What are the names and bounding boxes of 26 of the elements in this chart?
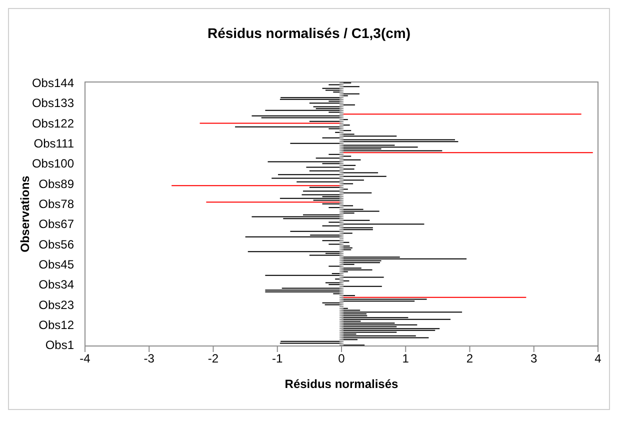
y-tick-label: Obs12 xyxy=(38,318,74,332)
x-tick-label: -4 xyxy=(80,352,91,366)
x-tick-label: -3 xyxy=(144,352,155,366)
y-tick-label: Obs133 xyxy=(32,96,74,110)
y-tick-label: Obs122 xyxy=(32,116,74,130)
x-tick-label: 4 xyxy=(594,352,602,366)
chart-title: Résidus normalisés / C1,3(cm) xyxy=(206,25,412,41)
y-tick-label: Obs45 xyxy=(38,257,74,272)
y-tick-label: Obs23 xyxy=(38,298,74,312)
y-axis-title: Observations xyxy=(18,176,32,252)
y-tick-label: Obs1 xyxy=(45,338,74,352)
x-tick-label: 3 xyxy=(530,352,538,366)
x-tick-label: 2 xyxy=(466,352,474,366)
y-tick-label: Obs111 xyxy=(34,136,74,150)
x-axis-title: Résidus normalisés xyxy=(284,377,399,391)
x-tick-label: -2 xyxy=(208,352,219,366)
y-tick-label: Obs56 xyxy=(38,237,74,252)
y-tick-label: Obs144 xyxy=(32,76,74,90)
y-tick-label: Obs34 xyxy=(38,278,74,292)
y-tick-label: Obs67 xyxy=(38,217,74,232)
y-tick-label: Obs89 xyxy=(38,176,74,191)
y-tick-label: Obs78 xyxy=(38,196,74,211)
x-tick-label: 1 xyxy=(402,352,410,366)
x-tick-label: 0 xyxy=(338,352,346,366)
x-tick-label: -1 xyxy=(272,352,284,366)
y-tick-label: Obs100 xyxy=(32,156,74,171)
